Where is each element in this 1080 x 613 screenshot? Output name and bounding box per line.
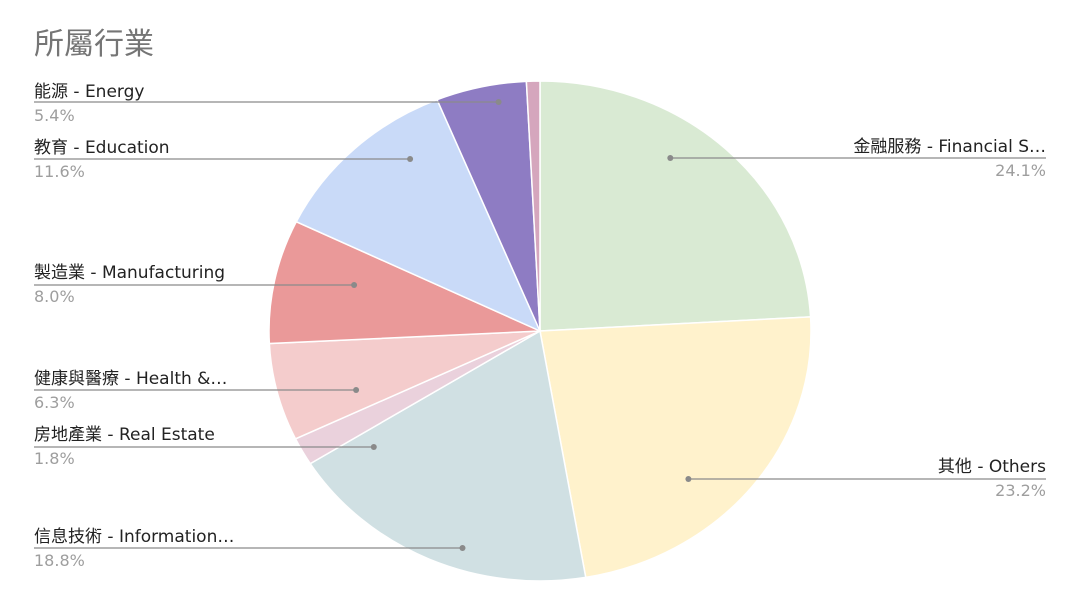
slice-label-6: 教育 - Education bbox=[34, 138, 170, 158]
slice-label-1: 其他 - Others bbox=[938, 457, 1046, 477]
slice-label-0: 金融服務 - Financial S… bbox=[853, 137, 1046, 157]
slice-label-5: 製造業 - Manufacturing bbox=[34, 263, 225, 283]
slice-label-4: 健康與醫療 - Health &… bbox=[34, 369, 227, 389]
leader-dot-1 bbox=[685, 476, 692, 482]
slice-percent-2: 18.8% bbox=[34, 551, 85, 570]
pie-slice-0 bbox=[539, 80, 812, 332]
pie-slice-6 bbox=[295, 98, 542, 333]
leader-dot-5 bbox=[351, 282, 358, 288]
leader-dot-4 bbox=[353, 387, 360, 393]
pie-slices bbox=[268, 80, 812, 582]
leader-dot-3 bbox=[370, 444, 377, 450]
slice-labels: 金融服務 - Financial S… 24.1% 其他 - Others 23.2%… bbox=[34, 82, 1046, 570]
leader-dot-7 bbox=[495, 99, 502, 105]
slice-percent-6: 11.6% bbox=[34, 162, 85, 181]
pie-slice-1 bbox=[539, 316, 812, 579]
slice-percent-5: 8.0% bbox=[34, 287, 75, 306]
slice-percent-4: 6.3% bbox=[34, 393, 75, 412]
leader-dot-2 bbox=[459, 545, 466, 551]
pie-slice-5 bbox=[268, 220, 541, 345]
pie-slice-2 bbox=[309, 329, 587, 582]
slice-label-3: 房地產業 - Real Estate bbox=[34, 425, 215, 445]
slice-percent-7: 5.4% bbox=[34, 106, 75, 125]
leader-dot-6 bbox=[407, 156, 414, 162]
slice-label-7: 能源 - Energy bbox=[34, 82, 144, 102]
slice-percent-1: 23.2% bbox=[995, 481, 1046, 500]
slice-percent-3: 1.8% bbox=[34, 449, 75, 468]
pie-slice-8 bbox=[525, 80, 541, 332]
leader-dot-0 bbox=[667, 155, 674, 161]
slice-label-2: 信息技術 - Information… bbox=[34, 527, 234, 547]
chart-title: 所屬行業 bbox=[34, 27, 154, 62]
slice-percent-0: 24.1% bbox=[995, 161, 1046, 180]
